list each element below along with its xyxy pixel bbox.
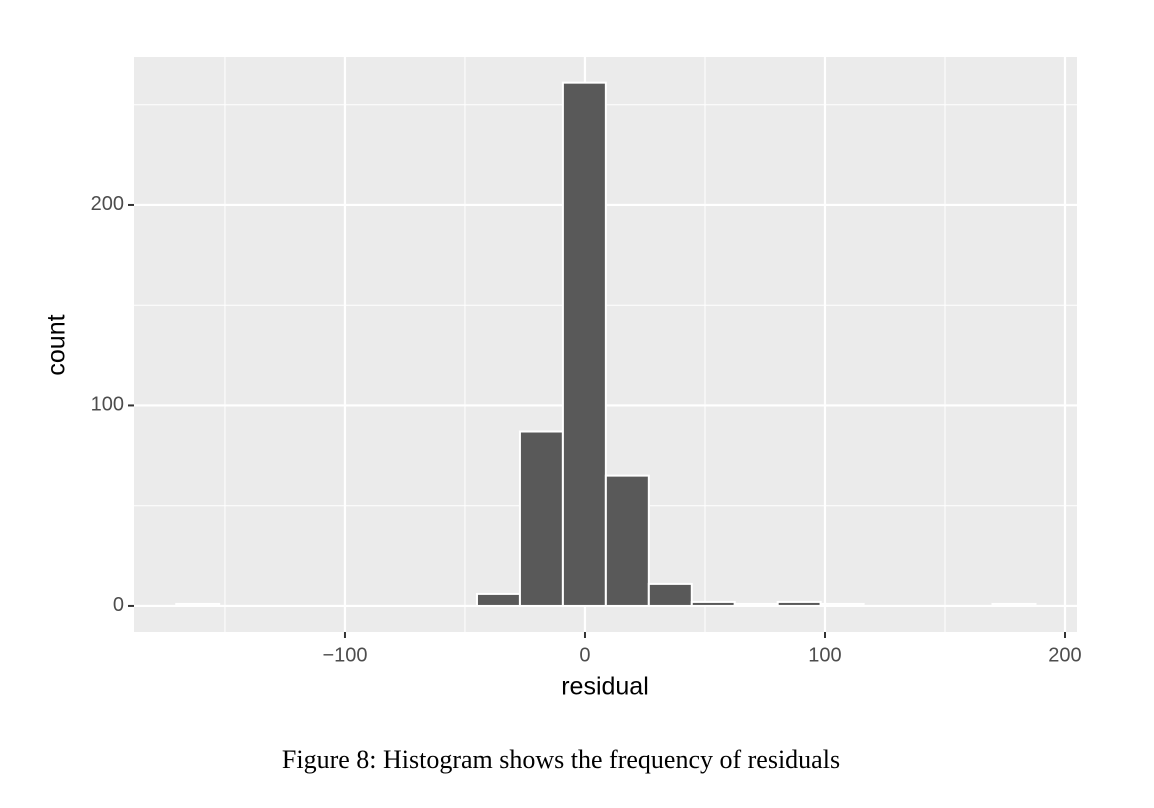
bar	[647, 582, 693, 607]
y-tick-label: 200	[91, 193, 124, 215]
bar	[776, 600, 822, 607]
y-tick-label: 100	[91, 394, 124, 416]
caption: Figure 8: Histogram shows the frequency …	[282, 745, 840, 774]
bar	[733, 602, 779, 607]
y-tick-label: 0	[113, 594, 124, 616]
bar	[518, 430, 564, 607]
x-tick-label: 0	[579, 644, 590, 666]
bar	[690, 600, 736, 607]
y-axis-label: count	[43, 314, 71, 375]
x-tick-label: −100	[322, 644, 367, 666]
bar	[991, 602, 1037, 607]
x-tick-label: 200	[1048, 644, 1081, 666]
bar	[475, 592, 521, 607]
bar	[561, 81, 607, 607]
bar	[819, 602, 865, 607]
x-axis-label: residual	[561, 673, 649, 701]
x-tick-label: 100	[808, 644, 841, 666]
bar	[604, 474, 650, 607]
bar	[175, 602, 221, 607]
